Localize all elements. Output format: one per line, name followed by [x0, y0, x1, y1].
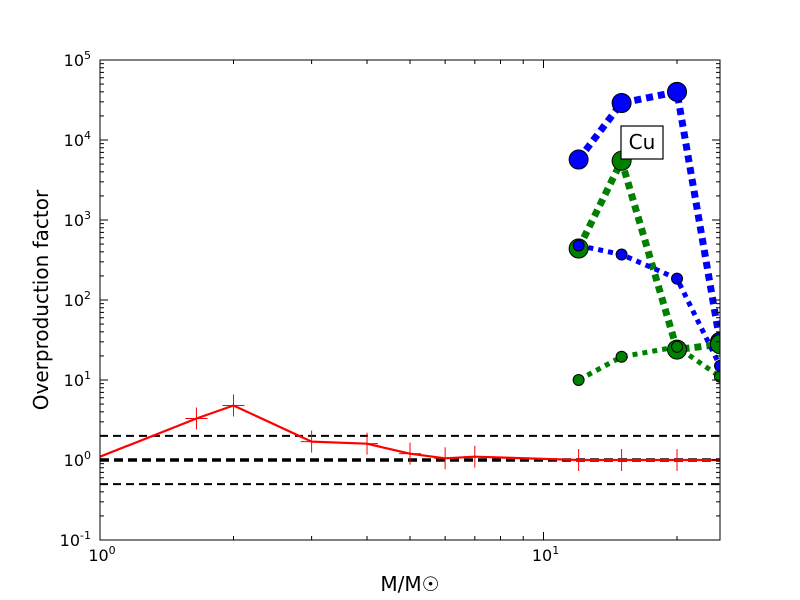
y-tick-label: 10-1	[60, 529, 91, 550]
data-point	[615, 350, 628, 363]
data-point	[671, 272, 684, 285]
data-point	[610, 449, 633, 471]
x-tick-label: 100	[88, 544, 115, 565]
series-line	[575, 157, 720, 354]
data-point	[567, 449, 590, 471]
data-point	[611, 93, 632, 114]
data-point	[568, 149, 589, 170]
data-point	[572, 374, 585, 386]
series-line	[575, 88, 720, 343]
y-tick-label: 103	[64, 209, 91, 230]
data-point	[300, 430, 323, 453]
x-tick-label: 101	[532, 544, 559, 565]
x-axis-label: M/M☉	[380, 572, 439, 596]
annotation-label: Cu	[629, 130, 656, 154]
data-point	[710, 334, 720, 355]
data-point	[356, 432, 379, 455]
y-tick-label: 104	[64, 129, 91, 150]
y-tick-label: 101	[64, 369, 91, 390]
data-point	[714, 359, 720, 372]
data-point	[463, 445, 486, 468]
data-point	[671, 340, 684, 353]
series-line	[577, 344, 720, 383]
y-tick-label: 105	[64, 49, 91, 70]
data-point	[714, 370, 720, 383]
y-tick-label: 102	[64, 289, 91, 310]
annotation-box	[620, 125, 664, 160]
data-point	[667, 81, 688, 102]
data-point	[572, 239, 585, 252]
y-axis-label: Overproduction factor	[29, 189, 53, 410]
data-point	[185, 407, 208, 430]
y-tick-label: 100	[64, 449, 91, 470]
data-point	[434, 447, 457, 470]
data-point	[615, 248, 628, 261]
series-line	[578, 243, 720, 368]
data-point	[222, 394, 245, 417]
data-point	[399, 442, 421, 465]
data-point	[666, 449, 689, 471]
